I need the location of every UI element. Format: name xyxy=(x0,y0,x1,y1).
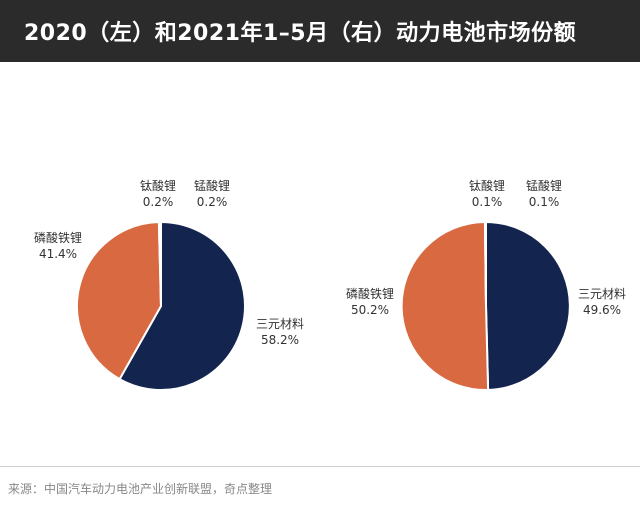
pie-slice-ternary xyxy=(118,220,246,391)
slice-name-label-lto: 钛酸锂 xyxy=(140,178,176,193)
slice-value-label-lto: 0.2% xyxy=(143,195,174,209)
slice-name-label-lto: 钛酸锂 xyxy=(469,178,505,193)
pie-slice-lmo xyxy=(158,220,162,307)
slice-name-label-ternary: 三元材料 xyxy=(578,287,626,301)
slice-name-label-lfp: 磷酸铁锂 xyxy=(34,230,82,245)
slice-name-label-lfp: 磷酸铁锂 xyxy=(346,286,394,301)
pie-slice-lmo xyxy=(484,220,487,307)
charts-area: 三元材料 58.2% 磷酸铁锂 41.4% 钛酸锂 0.2% 锰酸锂 0.2% 三元材料 49.… xyxy=(0,62,640,464)
slice-value-label-lmo: 0.1% xyxy=(529,195,560,209)
slice-value-label-lfp: 41.4% xyxy=(39,247,77,261)
pie-chart-2020: 三元材料 58.2% 磷酸铁锂 41.4% 钛酸锂 0.2% 锰酸锂 0.2% xyxy=(34,178,304,391)
slice-value-label-lmo: 0.2% xyxy=(197,195,228,209)
footer-divider xyxy=(0,466,640,467)
pie-slice-lfp xyxy=(76,221,163,381)
slice-name-label-lmo: 锰酸锂 xyxy=(526,178,562,193)
pie-slice-lfp xyxy=(400,221,490,391)
pie-slice-ternary xyxy=(485,220,571,391)
slice-value-label-lfp: 50.2% xyxy=(351,303,389,317)
slice-value-label-lto: 0.1% xyxy=(472,195,503,209)
pie-chart-2021-jan-may: 三元材料 49.6% 磷酸铁锂 50.2% 钛酸锂 0.1% 锰酸锂 0.1% xyxy=(346,178,626,391)
slice-name-label-lmo: 锰酸锂 xyxy=(194,178,230,193)
slice-name-label-ternary: 三元材料 xyxy=(256,317,304,331)
header-bar: 2020（左）和2021年1–5月（右）动力电池市场份额 xyxy=(0,0,640,62)
slice-value-label-ternary: 49.6% xyxy=(583,303,621,317)
chart-title: 2020（左）和2021年1–5月（右）动力电池市场份额 xyxy=(24,21,577,46)
slice-value-label-ternary: 58.2% xyxy=(261,333,299,347)
source-note: 来源：中国汽车动力电池产业创新联盟，奇点整理 xyxy=(8,482,273,496)
